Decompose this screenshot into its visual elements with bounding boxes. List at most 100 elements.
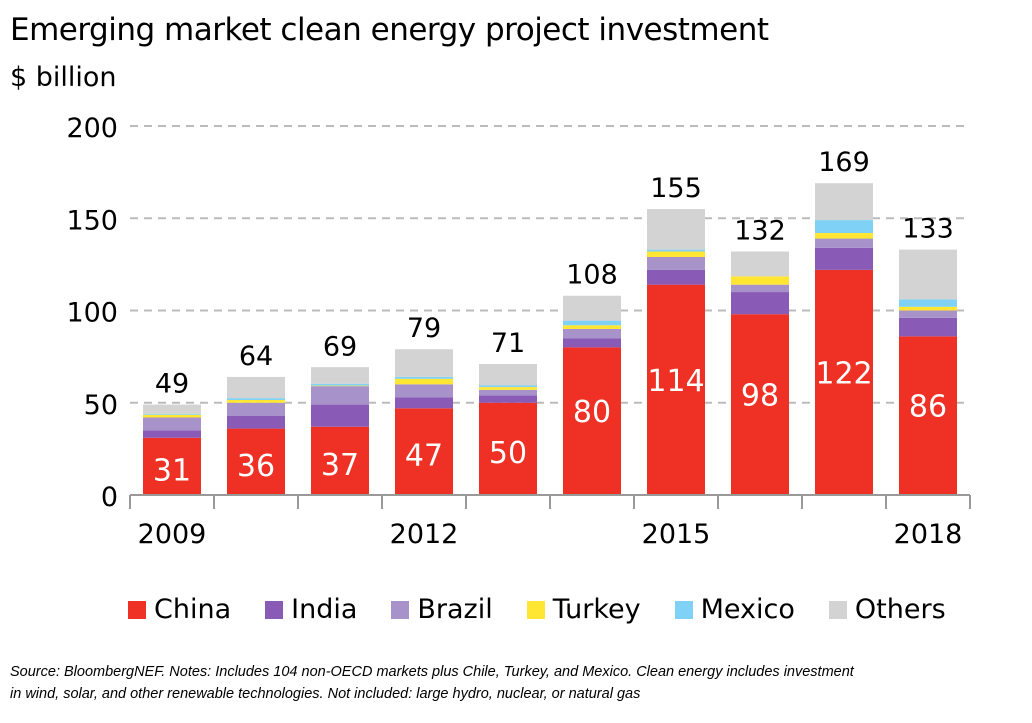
y-tick-label: 150 [66, 205, 118, 236]
bar-segment-brazil [647, 256, 705, 270]
bar-value-label: 80 [573, 395, 611, 430]
y-tick-label: 200 [66, 113, 118, 144]
bar-segment-others [479, 364, 537, 386]
bar-segment-china [647, 284, 705, 495]
bar-segment-brazil [227, 402, 285, 416]
total-label: 169 [818, 147, 870, 178]
bar-value-label: 86 [909, 390, 947, 425]
bar-segment-mexico [479, 385, 537, 388]
bar-segment-turkey [143, 414, 201, 418]
bar-segment-others [563, 295, 621, 321]
bar-segment-mexico [395, 376, 453, 379]
bar-segment-others [899, 249, 957, 300]
bar-segment-china [899, 336, 957, 495]
bar-segment-india [563, 338, 621, 348]
bar-segment-others [395, 349, 453, 377]
y-tick-label: 100 [66, 298, 118, 329]
bar-segment-brazil [395, 384, 453, 398]
bar-segment-mexico [143, 413, 201, 415]
bar-value-label: 114 [647, 364, 704, 399]
bar-segment-turkey [395, 378, 453, 385]
bar-segment-others [647, 209, 705, 250]
bar-value-label: 47 [405, 439, 443, 474]
bar-segment-india [395, 397, 453, 409]
footnote-line-2: in wind, solar, and other renewable tech… [10, 686, 641, 702]
total-label: 155 [650, 173, 702, 204]
x-tick-label: 2009 [138, 519, 207, 550]
legend-swatch [526, 600, 545, 619]
bar-segment-turkey [731, 276, 789, 285]
bar-segment-china [227, 428, 285, 495]
bar-segment-china [311, 426, 369, 495]
total-label: 132 [734, 215, 786, 246]
bar-segment-china [479, 402, 537, 495]
legend-item-mexico: Mexico [674, 594, 795, 625]
bar-value-label: 122 [815, 356, 872, 391]
legend-item-others: Others [828, 594, 946, 625]
bar-segment-others [731, 251, 789, 277]
legend-item-china: China [128, 594, 231, 625]
bar-segment-turkey [899, 306, 957, 311]
bar-value-label: 50 [489, 436, 527, 471]
bar-value-label: 37 [321, 448, 359, 483]
y-tick-label: 0 [101, 482, 118, 513]
bar-segment-brazil [563, 328, 621, 339]
bar-segment-others [227, 376, 285, 399]
bar-segment-china [815, 269, 873, 495]
chart-title: Emerging market clean energy project inv… [10, 12, 769, 48]
total-label: 64 [239, 341, 273, 372]
total-label: 69 [323, 332, 357, 363]
legend-swatch [828, 600, 847, 619]
legend: China India Brazil Turkey Mexico Others [128, 594, 980, 625]
bar-segment-turkey [227, 399, 285, 403]
bar-segment-turkey [479, 387, 537, 390]
bar-segment-china [731, 314, 789, 495]
total-label: 49 [155, 369, 189, 400]
stacked-bar-chart: 0 50 100 150 200 31 49 2009 36 64 37 69 47 79 2012 50 71… [66, 113, 971, 550]
bar-segment-india [647, 269, 705, 285]
legend-label: Mexico [700, 594, 795, 625]
bar-segment-others [143, 404, 201, 414]
bar-segment-brazil [815, 238, 873, 248]
total-label: 71 [491, 328, 525, 359]
bar-segment-mexico [563, 320, 621, 326]
legend-label: Turkey [552, 594, 641, 625]
bar-segment-turkey [311, 385, 369, 387]
x-tick-label: 2012 [390, 519, 459, 550]
total-label: 79 [407, 313, 441, 344]
bar-segment-mexico [899, 299, 957, 307]
bar-segment-brazil [143, 417, 201, 431]
bar-segment-brazil [311, 386, 369, 405]
bar-segment-india [815, 247, 873, 270]
legend-item-brazil: Brazil [391, 594, 493, 625]
bar-segment-india [731, 292, 789, 315]
footnote: Source: BloombergNEF. Notes: Includes 10… [10, 661, 1030, 705]
x-tick-label: 2018 [894, 519, 963, 550]
bar-segment-brazil [479, 389, 537, 396]
legend-item-turkey: Turkey [526, 594, 641, 625]
bar-segment-turkey [647, 251, 705, 257]
legend-item-india: India [265, 594, 357, 625]
legend-swatch [391, 600, 410, 619]
legend-swatch [128, 600, 146, 619]
bar-segment-brazil [731, 284, 789, 293]
bar-segment-mexico [311, 383, 369, 386]
footnote-line-1: Source: BloombergNEF. Notes: Includes 10… [10, 664, 854, 680]
total-label: 108 [566, 260, 618, 291]
bar-segment-india [899, 317, 957, 337]
bar-segment-turkey [563, 325, 621, 329]
x-tick-label: 2015 [642, 519, 711, 550]
bar-segment-brazil [899, 310, 957, 318]
bar-segment-mexico [227, 398, 285, 400]
bar-segment-china [143, 437, 201, 495]
legend-label: Brazil [417, 594, 493, 625]
legend-label: China [154, 594, 232, 625]
bar-segment-india [479, 395, 537, 403]
bar-segment-others [815, 183, 873, 221]
legend-label: India [291, 594, 358, 625]
bar-segment-india [227, 415, 285, 429]
bar-value-label: 98 [741, 379, 779, 414]
legend-swatch [265, 600, 284, 619]
bar-segment-india [311, 404, 369, 427]
bar-value-label: 31 [153, 453, 191, 488]
